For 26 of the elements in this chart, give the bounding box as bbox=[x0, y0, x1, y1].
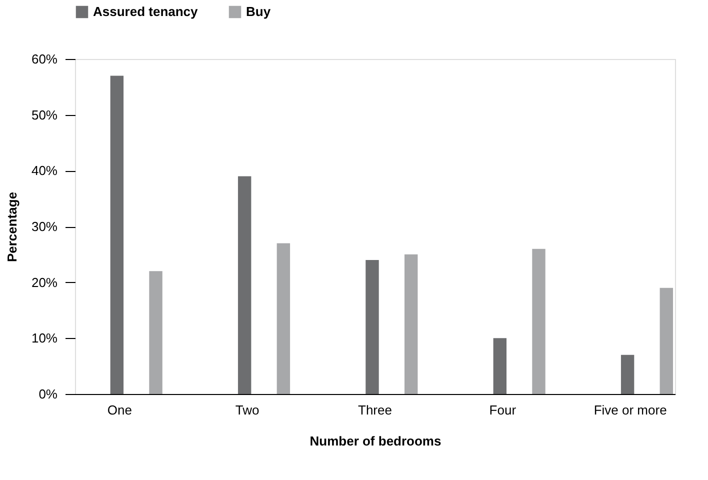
legend-label: Assured tenancy bbox=[93, 4, 199, 19]
bar bbox=[110, 76, 124, 394]
x-tick-label: One bbox=[107, 402, 132, 418]
y-tick-label: 50% bbox=[31, 107, 58, 122]
bar bbox=[404, 254, 418, 394]
y-tick-label: 40% bbox=[31, 163, 58, 178]
bar bbox=[493, 338, 507, 394]
y-tick-label: 60% bbox=[31, 52, 58, 66]
bar bbox=[532, 248, 546, 394]
y-axis-title: Percentage bbox=[4, 192, 20, 262]
bar bbox=[366, 260, 379, 394]
bar bbox=[276, 243, 290, 394]
x-axis-title: Number of bedrooms bbox=[310, 434, 442, 448]
legend-label: Buy bbox=[246, 4, 272, 19]
bar bbox=[238, 176, 252, 394]
bar bbox=[620, 354, 634, 394]
x-tick-label: Five or more bbox=[594, 402, 667, 418]
x-tick-label: Three bbox=[358, 402, 392, 418]
bar bbox=[660, 288, 674, 394]
bar bbox=[149, 271, 162, 394]
y-tick-label: 20% bbox=[31, 274, 58, 290]
y-tick-label: 10% bbox=[31, 330, 58, 346]
y-tick-label: 0% bbox=[38, 386, 58, 402]
y-tick-label: 30% bbox=[31, 219, 58, 234]
x-tick-label: Two bbox=[235, 402, 260, 418]
x-tick-label: Four bbox=[489, 402, 517, 418]
